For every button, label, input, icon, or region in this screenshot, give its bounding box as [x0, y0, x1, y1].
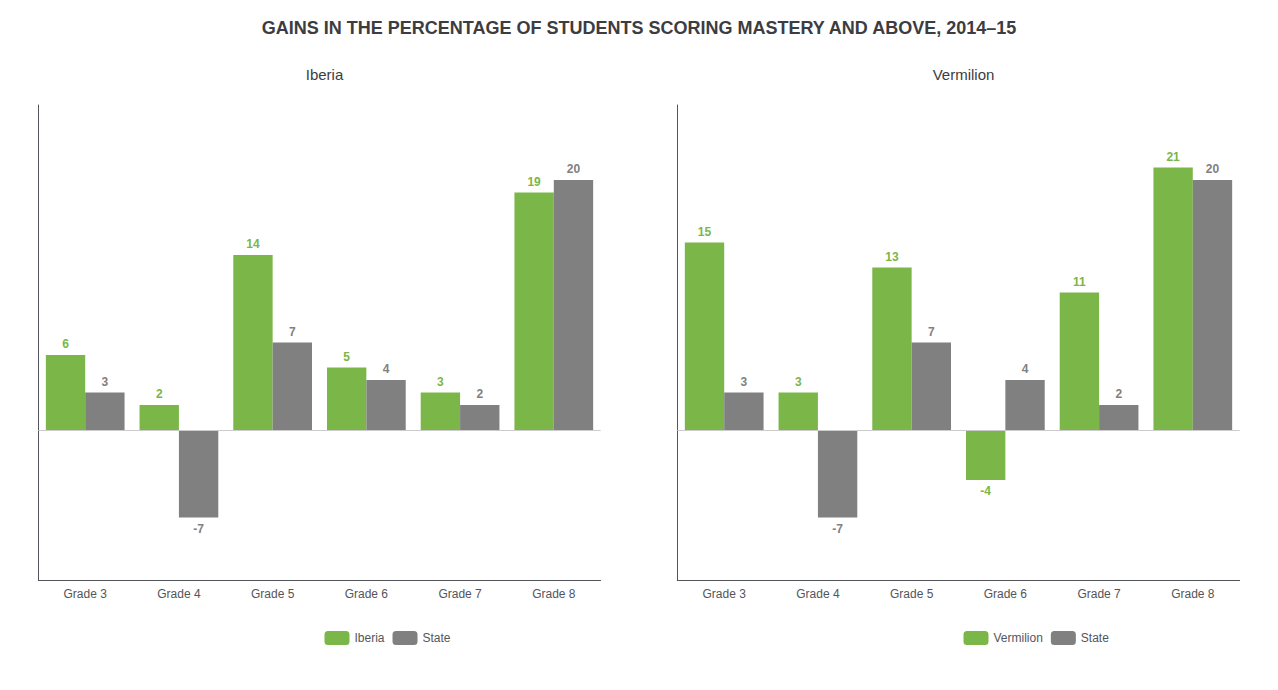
svg-text:20: 20	[567, 162, 581, 176]
svg-text:Iberia: Iberia	[355, 631, 385, 645]
svg-text:3: 3	[437, 375, 444, 389]
svg-text:3: 3	[741, 375, 748, 389]
svg-text:Grade 4: Grade 4	[796, 587, 840, 601]
svg-text:3: 3	[795, 375, 802, 389]
svg-text:Grade 3: Grade 3	[703, 587, 747, 601]
svg-text:14: 14	[246, 237, 260, 251]
svg-text:Grade 3: Grade 3	[64, 587, 108, 601]
svg-text:Iberia: Iberia	[306, 66, 344, 83]
svg-text:5: 5	[343, 350, 350, 364]
svg-text:2: 2	[1115, 387, 1122, 401]
svg-text:Vermilion: Vermilion	[994, 631, 1043, 645]
svg-text:Grade 6: Grade 6	[984, 587, 1028, 601]
svg-text:Grade 7: Grade 7	[438, 587, 482, 601]
svg-text:20: 20	[1206, 162, 1220, 176]
svg-text:GAINS IN THE PERCENTAGE OF STU: GAINS IN THE PERCENTAGE OF STUDENTS SCOR…	[262, 18, 1016, 38]
svg-text:Vermilion: Vermilion	[933, 66, 995, 83]
svg-text:11: 11	[1073, 275, 1086, 289]
svg-text:State: State	[423, 631, 451, 645]
svg-text:Grade 5: Grade 5	[890, 587, 934, 601]
svg-text:2: 2	[156, 387, 163, 401]
svg-text:7: 7	[289, 325, 296, 339]
svg-text:6: 6	[62, 337, 69, 351]
svg-text:Grade 8: Grade 8	[532, 587, 576, 601]
svg-text:7: 7	[928, 325, 935, 339]
svg-text:Grade 4: Grade 4	[157, 587, 201, 601]
svg-text:State: State	[1081, 631, 1109, 645]
svg-text:3: 3	[102, 375, 109, 389]
svg-text:19: 19	[527, 175, 541, 189]
svg-text:Grade 6: Grade 6	[345, 587, 389, 601]
svg-text:-4: -4	[980, 484, 991, 498]
svg-text:Grade 5: Grade 5	[251, 587, 295, 601]
svg-text:4: 4	[1022, 362, 1029, 376]
svg-text:Grade 8: Grade 8	[1171, 587, 1215, 601]
svg-text:15: 15	[698, 225, 712, 239]
svg-text:Grade 7: Grade 7	[1077, 587, 1121, 601]
svg-text:-7: -7	[193, 522, 204, 536]
svg-text:4: 4	[383, 362, 390, 376]
svg-text:2: 2	[476, 387, 483, 401]
svg-text:-7: -7	[832, 522, 843, 536]
svg-text:13: 13	[885, 250, 899, 264]
svg-text:21: 21	[1166, 150, 1180, 164]
